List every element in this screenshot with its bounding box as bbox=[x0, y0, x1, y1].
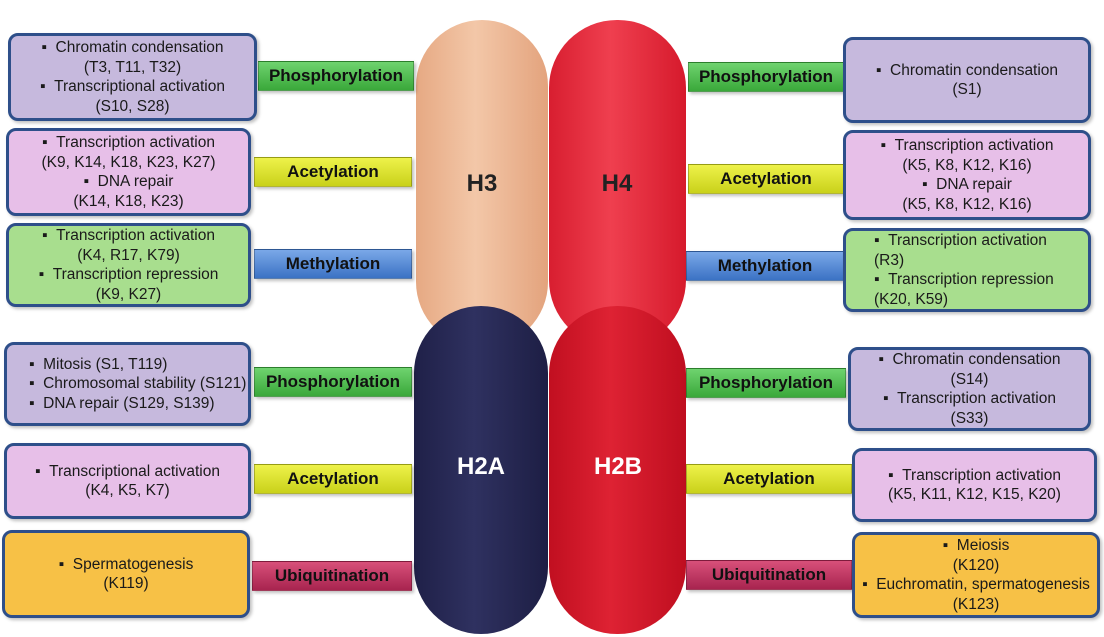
box-line: (K5, K8, K12, K16) bbox=[902, 156, 1032, 174]
box-line: (K4, K5, K7) bbox=[85, 482, 170, 499]
h4-label: H4 bbox=[601, 170, 633, 197]
h4-acetylation-box: Transcription activation (K5, K8, K12, K… bbox=[843, 130, 1091, 220]
h2a-acetylation-tag: Acetylation bbox=[254, 464, 412, 494]
h4-methylation-box: Transcription activation (R3) Transcript… bbox=[843, 228, 1091, 312]
h4-methylation-tag: Methylation bbox=[686, 251, 844, 281]
box-line: Euchromatin, spermatogenesis bbox=[855, 575, 1097, 595]
box-line: Spermatogenesis bbox=[5, 555, 247, 575]
box-line: Transcriptional activation bbox=[11, 77, 254, 97]
box-line: (K20, K59) bbox=[874, 290, 949, 308]
h2a-phosphorylation-tag: Phosphorylation bbox=[254, 367, 412, 397]
box-line: Transcription repression bbox=[874, 270, 1088, 290]
h2a-ubiquitination-box: Spermatogenesis (K119) bbox=[2, 530, 250, 618]
h2b-phosphorylation-box: Chromatin condensation (S14) Transcripti… bbox=[848, 347, 1091, 431]
h3-methylation-box: Transcription activation (K4, R17, K79) … bbox=[6, 223, 251, 307]
h2a-acetylation-box: Transcriptional activation (K4, K5, K7) bbox=[4, 443, 251, 519]
box-line: (S10, S28) bbox=[95, 97, 170, 115]
box-line: (T3, T11, T32) bbox=[83, 58, 182, 76]
box-line: Meiosis bbox=[855, 536, 1097, 556]
box-line: (S33) bbox=[950, 409, 989, 427]
box-line: (K123) bbox=[952, 595, 1000, 613]
h4-phosphorylation-tag: Phosphorylation bbox=[688, 62, 844, 92]
box-line: DNA repair bbox=[9, 172, 248, 192]
h4-histone bbox=[549, 20, 686, 348]
h2b-ubiquitination-tag: Ubiquitination bbox=[686, 560, 852, 590]
h2b-phosphorylation-tag: Phosphorylation bbox=[686, 368, 846, 398]
h3-acetylation-box: Transcription activation (K9, K14, K18, … bbox=[6, 128, 251, 216]
box-line: (R3) bbox=[874, 251, 905, 269]
box-line: DNA repair bbox=[846, 175, 1088, 195]
h3-methylation-tag: Methylation bbox=[254, 249, 412, 279]
h2b-label: H2B bbox=[593, 453, 642, 480]
box-line: Transcriptional activation bbox=[7, 462, 248, 482]
h4-phosphorylation-box: Chromatin condensation (S1) bbox=[843, 37, 1091, 123]
box-line: (K5, K11, K12, K15, K20) bbox=[888, 486, 1061, 503]
h2b-ubiquitination-box: Meiosis (K120) Euchromatin, spermatogene… bbox=[852, 532, 1100, 618]
h2b-acetylation-box: Transcription activation (K5, K11, K12, … bbox=[852, 448, 1097, 522]
h2a-label: H2A bbox=[456, 453, 505, 480]
h3-histone bbox=[416, 20, 548, 348]
h2b-acetylation-tag: Acetylation bbox=[686, 464, 852, 494]
box-line: (K5, K8, K12, K16) bbox=[902, 195, 1032, 213]
box-line: Mitosis (S1, T119) bbox=[29, 355, 248, 375]
box-line: Transcription activation bbox=[851, 389, 1088, 409]
box-line: (K120) bbox=[952, 556, 1000, 574]
h3-acetylation-tag: Acetylation bbox=[254, 157, 412, 187]
h4-acetylation-tag: Acetylation bbox=[688, 164, 844, 194]
box-line: Chromatin condensation bbox=[851, 350, 1088, 370]
box-line: (K119) bbox=[103, 575, 149, 592]
box-line: Chromatin condensation bbox=[11, 38, 254, 58]
box-line: Transcription repression bbox=[9, 265, 248, 285]
box-line: Chromosomal stability (S121) bbox=[29, 374, 248, 394]
box-line: (K9, K14, K18, K23, K27) bbox=[41, 153, 216, 171]
box-line: Transcription activation bbox=[874, 231, 1088, 251]
h2a-histone bbox=[414, 306, 548, 634]
box-line: DNA repair (S129, S139) bbox=[29, 394, 248, 414]
box-line: (K9, K27) bbox=[95, 285, 162, 303]
box-line: Transcription activation bbox=[846, 136, 1088, 156]
box-line: (S14) bbox=[950, 370, 989, 388]
h2a-phosphorylation-box: Mitosis (S1, T119) Chromosomal stability… bbox=[4, 342, 251, 426]
box-line: (K14, K18, K23) bbox=[73, 192, 184, 210]
box-line: (S1) bbox=[952, 81, 982, 98]
box-line: (K4, R17, K79) bbox=[77, 246, 180, 264]
h2a-ubiquitination-tag: Ubiquitination bbox=[252, 561, 412, 591]
box-line: Transcription activation bbox=[855, 466, 1094, 486]
h3-phosphorylation-box: Chromatin condensation (T3, T11, T32) Tr… bbox=[8, 33, 257, 121]
h3-label: H3 bbox=[466, 170, 498, 197]
h3-phosphorylation-tag: Phosphorylation bbox=[258, 61, 414, 91]
box-line: Chromatin condensation bbox=[846, 61, 1088, 81]
box-line: Transcription activation bbox=[9, 133, 248, 153]
h2b-histone bbox=[549, 306, 686, 634]
box-line: Transcription activation bbox=[9, 226, 248, 246]
